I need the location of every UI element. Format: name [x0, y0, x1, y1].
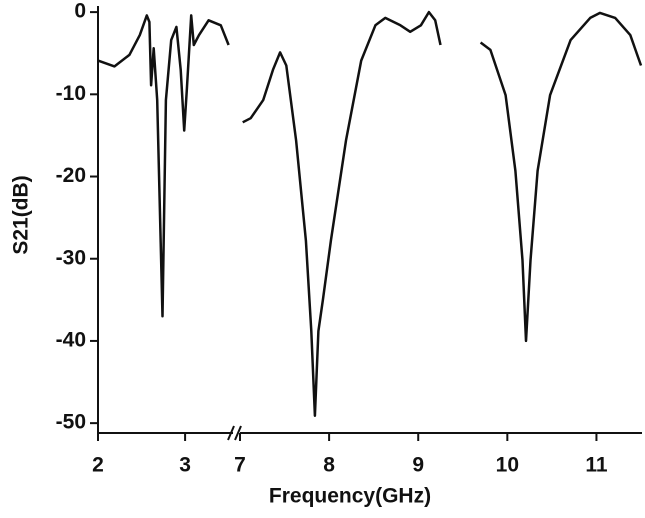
y-tick-label: 0	[74, 0, 86, 23]
y-tick-label: -40	[56, 328, 86, 351]
line	[242, 10, 643, 417]
line	[97, 14, 230, 318]
x-axis-label: Frequency(GHz)	[269, 485, 431, 508]
x-tick-label: 11	[585, 454, 608, 477]
y-tick-label: -30	[56, 246, 86, 269]
y-tick-label: -10	[56, 82, 86, 105]
y-tick-label: -20	[56, 164, 86, 187]
y-axis-label: S21(dB)	[10, 175, 33, 254]
x-tick-label: 3	[179, 454, 191, 477]
x-tick-label: 7	[234, 454, 246, 477]
y-tick-label: -50	[56, 411, 86, 434]
x-tick-label: 10	[496, 454, 519, 477]
x-tick-label: 2	[92, 454, 104, 477]
axis-break	[227, 425, 242, 441]
x-tick-label: 9	[412, 454, 424, 477]
x-tick-label: 8	[323, 454, 335, 477]
